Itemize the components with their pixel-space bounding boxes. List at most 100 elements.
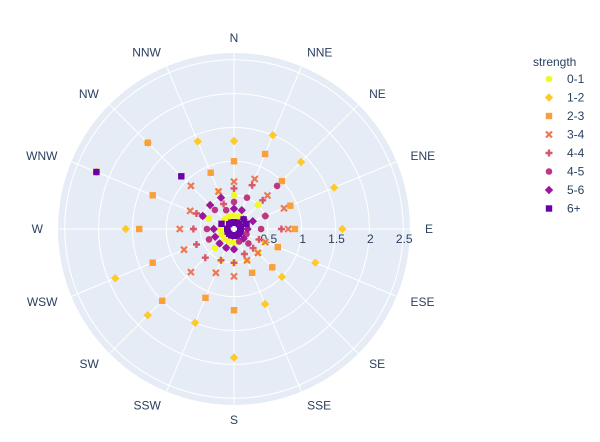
- direction-label-e: E: [425, 222, 433, 236]
- data-point: [224, 225, 231, 233]
- direction-label-ene: ENE: [411, 149, 436, 163]
- data-point: [248, 217, 257, 226]
- data-point: [143, 311, 152, 320]
- legend-label: 0-1: [567, 72, 585, 86]
- direction-label-ese: ESE: [411, 295, 435, 309]
- legend-item[interactable]: 3-4: [545, 128, 585, 142]
- direction-label-nnw: NNW: [132, 46, 161, 60]
- data-points: [92, 131, 347, 362]
- angular-gridline: [166, 228, 235, 392]
- data-point: [260, 299, 270, 309]
- angular-gridline: [233, 66, 302, 230]
- data-point: [211, 206, 219, 214]
- data-point: [273, 182, 281, 190]
- data-point: [215, 239, 224, 248]
- legend-symbol: [545, 168, 553, 175]
- legend-label: 1-2: [567, 91, 585, 105]
- data-point: [193, 241, 200, 248]
- legend-label: 4-4: [567, 146, 585, 160]
- data-point: [229, 136, 239, 146]
- data-point: [248, 269, 256, 276]
- legend-item[interactable]: 4-5: [545, 165, 585, 179]
- radial-tick-label: 2: [367, 232, 374, 246]
- data-point: [209, 224, 218, 234]
- data-point: [121, 224, 130, 234]
- data-point: [243, 224, 252, 234]
- data-point: [254, 201, 262, 209]
- data-point: [280, 204, 288, 213]
- direction-label-se: SE: [369, 357, 385, 371]
- data-point: [338, 224, 347, 234]
- data-point: [111, 274, 120, 283]
- data-point: [329, 183, 339, 192]
- data-point: [211, 244, 219, 252]
- data-point: [203, 225, 211, 233]
- direction-label-wnw: WNW: [26, 149, 58, 163]
- direction-label-s: S: [230, 413, 238, 427]
- data-point: [214, 187, 223, 196]
- legend-symbol: [545, 149, 553, 157]
- legend-item[interactable]: 1-2: [544, 91, 585, 105]
- data-point: [198, 211, 207, 221]
- data-point: [229, 353, 239, 362]
- data-point: [230, 259, 238, 267]
- legend-item[interactable]: 5-6: [544, 183, 585, 197]
- data-point: [250, 175, 259, 183]
- data-point: [230, 191, 238, 199]
- angular-axis: N NNE NE ENE E ESE SE SSE S SSW SW WSW W WNW NW NNW: [26, 31, 435, 427]
- data-point: [217, 225, 224, 233]
- data-point: [245, 240, 252, 247]
- legend-symbol: [544, 185, 554, 195]
- direction-label-ne: NE: [369, 87, 386, 101]
- data-point: [229, 204, 239, 213]
- legend-item[interactable]: 2-3: [545, 109, 585, 123]
- legend: strength 0-1 1-2 2-3 3-4 4-4 4-5 5-6 6+: [533, 55, 585, 216]
- legend-title: strength: [533, 55, 576, 69]
- data-point: [243, 194, 251, 201]
- data-point: [243, 256, 251, 265]
- data-point: [180, 245, 188, 254]
- data-point: [211, 232, 220, 241]
- data-point: [311, 258, 320, 267]
- data-point: [296, 157, 306, 167]
- data-point: [249, 244, 257, 252]
- data-point: [218, 230, 225, 238]
- data-point: [230, 177, 238, 186]
- data-point: [237, 206, 246, 215]
- direction-label-w: W: [32, 222, 44, 236]
- data-point: [230, 184, 238, 192]
- data-point: [159, 297, 166, 304]
- data-point: [207, 169, 214, 176]
- legend-symbol: [545, 112, 553, 120]
- data-point: [176, 225, 184, 233]
- data-point: [229, 245, 239, 254]
- data-point: [193, 137, 202, 146]
- legend-item[interactable]: 6+: [545, 202, 581, 216]
- direction-label-nw: NW: [79, 87, 100, 101]
- data-point: [230, 212, 238, 219]
- data-point: [218, 220, 225, 227]
- data-point: [277, 272, 287, 282]
- data-point: [222, 206, 230, 214]
- legend-label: 2-3: [567, 109, 585, 123]
- data-point: [230, 158, 238, 165]
- data-point: [202, 294, 209, 301]
- data-point: [212, 269, 220, 277]
- legend-item[interactable]: 4-4: [545, 146, 585, 160]
- data-point: [222, 243, 231, 252]
- data-point: [261, 238, 270, 246]
- data-point: [186, 207, 194, 215]
- legend-item[interactable]: 0-1: [545, 72, 585, 86]
- data-point: [217, 256, 225, 264]
- data-point: [230, 307, 238, 314]
- data-point: [205, 215, 213, 222]
- direction-label-ssw: SSW: [134, 399, 162, 413]
- data-point: [278, 177, 286, 185]
- data-point: [284, 225, 292, 233]
- data-point: [287, 202, 294, 209]
- data-point: [201, 254, 209, 262]
- data-point: [240, 216, 247, 223]
- data-point: [240, 250, 248, 258]
- angular-gridline: [233, 161, 397, 230]
- legend-label: 4-5: [567, 165, 585, 179]
